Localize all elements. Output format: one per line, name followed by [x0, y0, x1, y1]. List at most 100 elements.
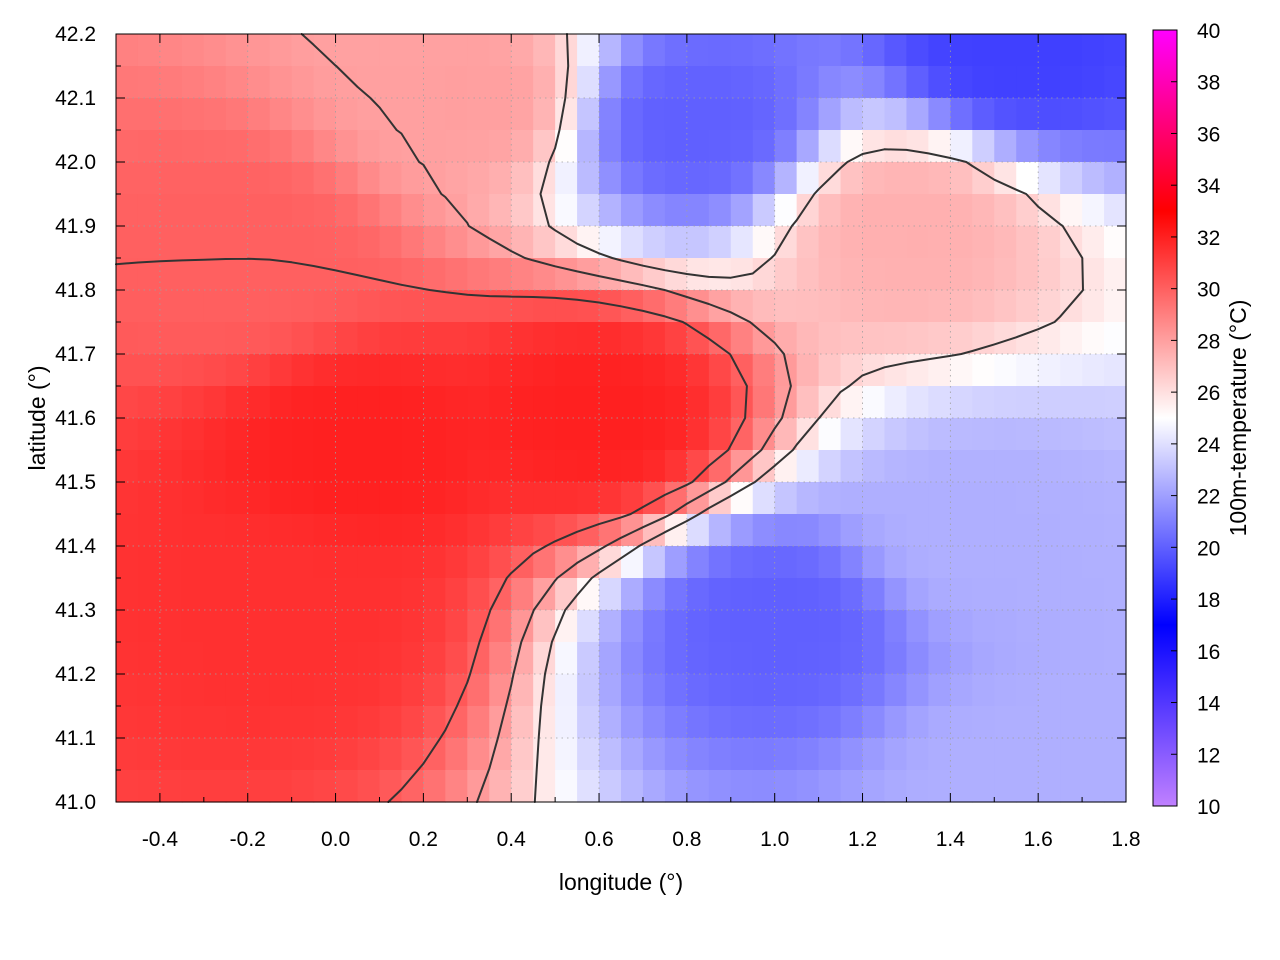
heatmap-cell — [884, 450, 908, 483]
colorbar-tick-label: 20 — [1197, 537, 1220, 560]
heatmap-cell — [269, 738, 293, 771]
heatmap-cell — [379, 66, 403, 99]
heatmap-cell — [335, 194, 359, 227]
heatmap-cell — [884, 482, 908, 515]
heatmap-cell — [621, 578, 644, 611]
heatmap-cell — [1082, 610, 1105, 643]
heatmap-cell — [247, 290, 271, 323]
heatmap-cell — [489, 546, 512, 579]
heatmap-cell — [1082, 482, 1105, 515]
heatmap-cell — [796, 226, 820, 259]
heatmap-cell — [116, 418, 139, 451]
heatmap-cell — [621, 354, 644, 387]
heatmap-cell — [928, 194, 951, 227]
heatmap-cell — [159, 290, 183, 323]
heatmap-cell — [1060, 34, 1083, 67]
heatmap-cell — [928, 738, 951, 771]
heatmap-cell — [467, 194, 490, 227]
heatmap-cell — [796, 674, 820, 707]
heatmap-cell — [686, 194, 710, 227]
heatmap-cell — [1060, 258, 1083, 291]
heatmap-cell — [1060, 642, 1083, 675]
heatmap-cell — [686, 66, 710, 99]
heatmap-cell — [1016, 98, 1039, 131]
heatmap-cell — [972, 514, 995, 547]
heatmap-cell — [335, 66, 359, 99]
heatmap-cell — [664, 578, 688, 611]
heatmap-cell — [664, 450, 688, 483]
heatmap-cell — [708, 354, 732, 387]
heatmap-cell — [269, 194, 293, 227]
heatmap-cell — [555, 354, 578, 387]
heatmap-cell — [225, 162, 249, 195]
heatmap-cell — [116, 642, 139, 675]
heatmap-cell — [313, 482, 337, 515]
colorbar-tick-label: 18 — [1197, 589, 1220, 612]
heatmap-cell — [862, 450, 886, 483]
heatmap-cell — [247, 738, 271, 771]
heatmap-cell — [686, 610, 710, 643]
heatmap-cell — [642, 354, 666, 387]
heatmap-cell — [664, 322, 688, 355]
heatmap-cell — [818, 194, 842, 227]
heatmap-cell — [752, 514, 776, 547]
heatmap-cell — [994, 34, 1017, 67]
heatmap-cell — [423, 354, 446, 387]
heatmap-cell — [840, 354, 864, 387]
heatmap-cell — [1082, 66, 1105, 99]
heatmap-cell — [906, 610, 929, 643]
heatmap-cell — [335, 578, 359, 611]
heatmap-cell — [752, 674, 776, 707]
heatmap-cell — [423, 418, 446, 451]
heatmap-cell — [774, 642, 798, 675]
heatmap-cell — [950, 482, 973, 515]
heatmap-cell — [642, 610, 666, 643]
heatmap-cell — [269, 706, 293, 739]
heatmap-cell — [269, 162, 293, 195]
heatmap-cell — [247, 546, 271, 579]
heatmap-cell — [928, 674, 951, 707]
heatmap-cell — [1060, 450, 1083, 483]
heatmap-cell — [686, 290, 710, 323]
heatmap-cell — [423, 162, 446, 195]
heatmap-cell — [159, 738, 183, 771]
heatmap-cell — [1104, 130, 1127, 163]
heatmap-cell — [269, 610, 293, 643]
heatmap-cell — [335, 386, 359, 419]
heatmap-cell — [445, 610, 468, 643]
heatmap-cell — [1060, 354, 1083, 387]
heatmap-cell — [950, 98, 973, 131]
heatmap-cell — [599, 162, 622, 195]
heatmap-cell — [621, 130, 644, 163]
heatmap-cell — [357, 450, 381, 483]
heatmap-cell — [181, 450, 205, 483]
heatmap-cell — [686, 738, 710, 771]
heatmap-cell — [423, 34, 446, 67]
heatmap-cell — [862, 290, 886, 323]
y-tick-label: 41.1 — [55, 727, 96, 750]
heatmap-cell — [401, 162, 424, 195]
heatmap-cell — [950, 450, 973, 483]
heatmap-cell — [950, 66, 973, 99]
x-tick-label: 0.2 — [409, 828, 438, 851]
heatmap-cell — [1060, 610, 1083, 643]
heatmap-cell — [1016, 450, 1039, 483]
heatmap-cell — [116, 354, 139, 387]
heatmap-cell — [555, 290, 578, 323]
heatmap-cell — [664, 546, 688, 579]
heatmap-cell — [1060, 578, 1083, 611]
heatmap-cell — [1082, 674, 1105, 707]
heatmap-cell — [1104, 386, 1127, 419]
heatmap-cell — [401, 418, 424, 451]
heatmap-cell — [642, 386, 666, 419]
heatmap-cell — [1082, 258, 1105, 291]
heatmap-cell — [1082, 290, 1105, 323]
heatmap-cell — [818, 66, 842, 99]
heatmap-cell — [533, 610, 556, 643]
heatmap-cell — [840, 34, 864, 67]
heatmap-cell — [445, 162, 468, 195]
heatmap-cell — [599, 418, 622, 451]
colorbar-tick-label: 26 — [1197, 382, 1220, 405]
heatmap-cell — [708, 34, 732, 67]
heatmap-cell — [994, 546, 1017, 579]
